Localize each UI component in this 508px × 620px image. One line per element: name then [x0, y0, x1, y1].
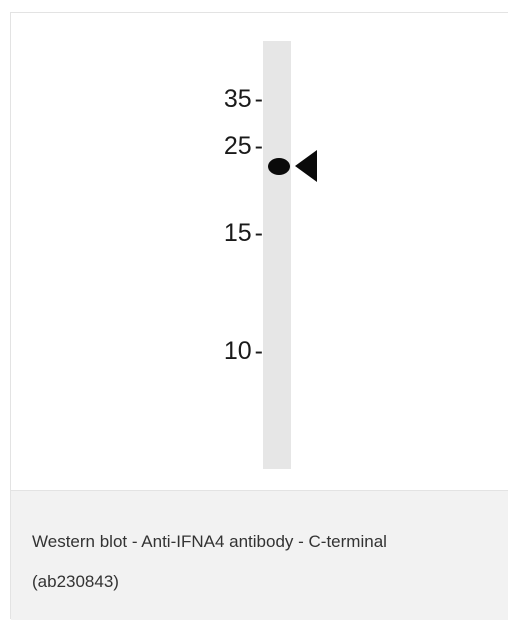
caption-line: (ab230843) [32, 572, 119, 591]
figure-caption: Western blot - Anti-IFNA4 antibody - C-t… [11, 490, 508, 620]
figure-card: 35- 25- 15- 10- Western blot - Anti-IFNA… [10, 12, 508, 620]
mw-marker-label: 10 [223, 337, 252, 365]
caption-text: Western blot - Anti-IFNA4 antibody - C-t… [32, 522, 492, 602]
mw-marker-label: 25 [223, 132, 252, 160]
mw-marker-15: 15- [224, 221, 263, 246]
mw-marker-tick: - [254, 85, 263, 113]
mw-marker-25: 25- [224, 134, 263, 159]
blot-lane [263, 41, 291, 469]
mw-marker-10: 10- [224, 339, 263, 364]
caption-line: Western blot - Anti-IFNA4 antibody - C-t… [32, 532, 387, 551]
band-arrow-icon [295, 150, 317, 182]
mw-marker-35: 35- [224, 87, 263, 112]
western-blot-image[interactable]: 35- 25- 15- 10- [11, 13, 508, 490]
mw-marker-tick: - [254, 337, 263, 365]
protein-band [268, 158, 290, 175]
mw-marker-tick: - [254, 132, 263, 160]
mw-marker-label: 15 [223, 219, 252, 247]
mw-marker-label: 35 [223, 85, 252, 113]
mw-marker-tick: - [254, 219, 263, 247]
